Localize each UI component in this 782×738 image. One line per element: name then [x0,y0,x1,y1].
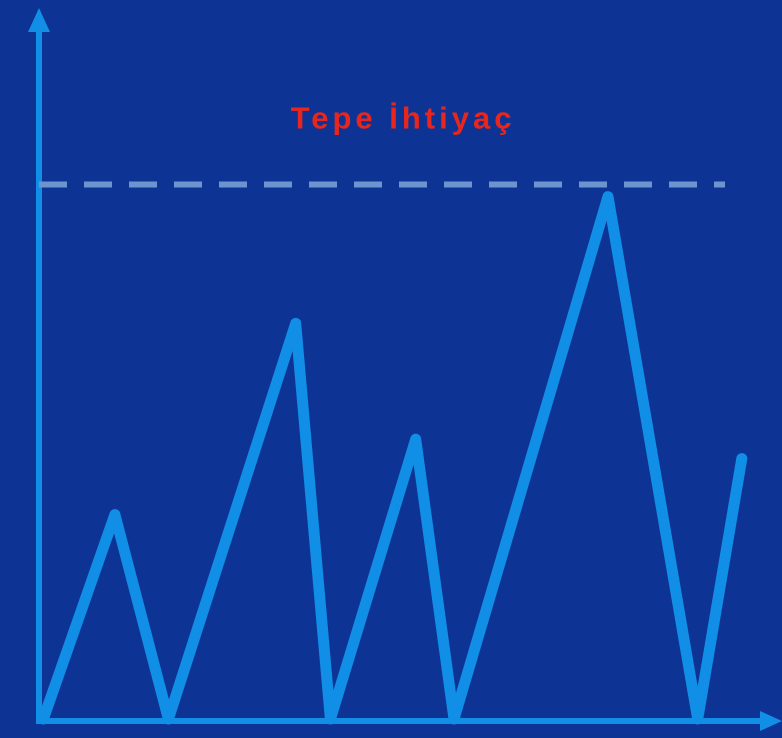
peak-demand-label: Tepe İhtiyaç [291,101,516,136]
y-axis-arrow-icon [28,8,50,32]
x-axis-arrow-icon [760,711,782,731]
demand-series-line [37,191,748,725]
series-layer [37,191,748,725]
